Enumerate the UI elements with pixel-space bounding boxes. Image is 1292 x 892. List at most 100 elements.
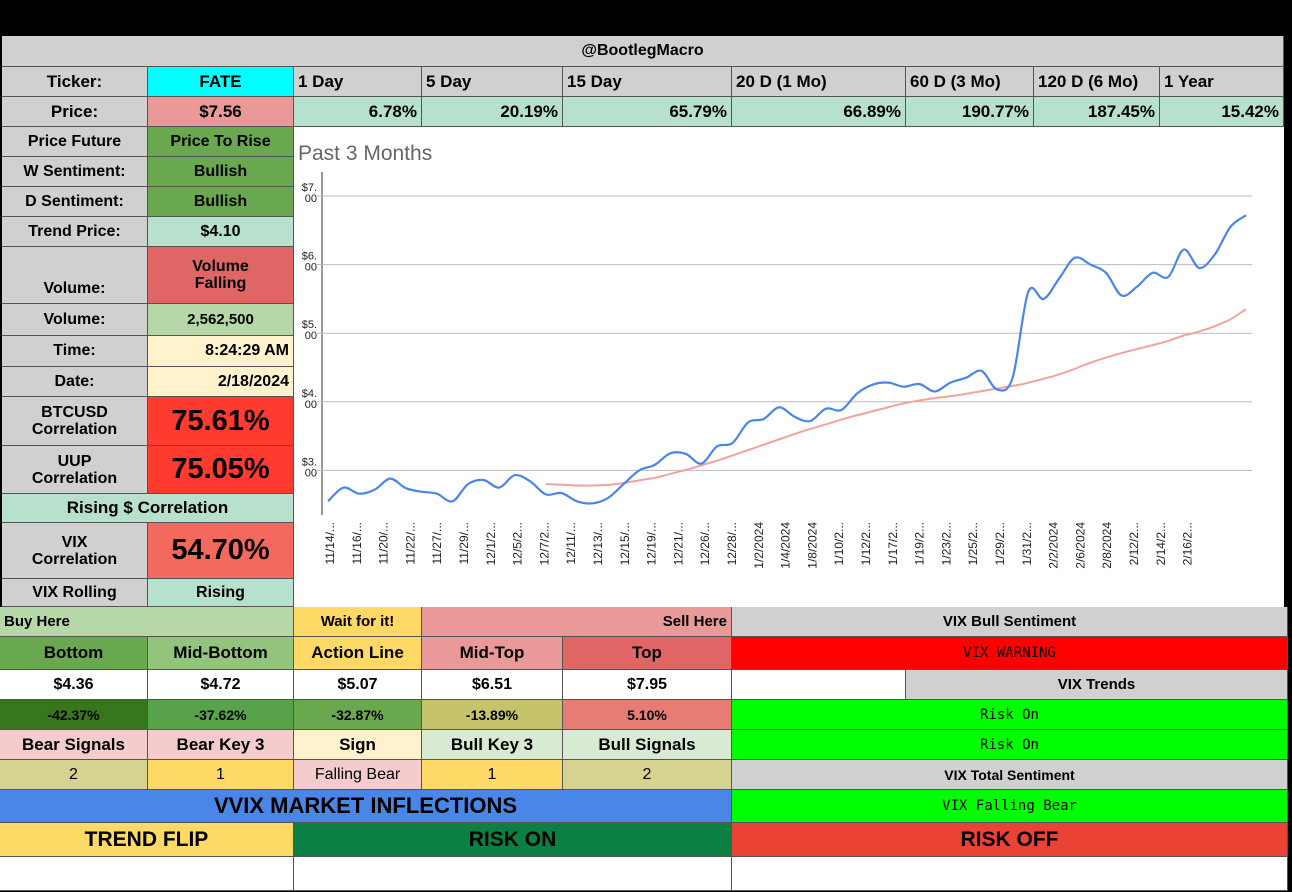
trend-flip: TREND FLIP <box>0 823 294 857</box>
period-20-day: 20 D (1 Mo) <box>732 67 906 97</box>
w-sentiment-label: W Sentiment: <box>2 157 148 187</box>
vix-rolling-label: VIX Rolling <box>2 579 148 607</box>
trend-price-value: $4.10 <box>148 217 294 247</box>
chart-x-tick-label: 11/22/... <box>403 522 417 564</box>
blank-cell-3 <box>732 857 1288 891</box>
period-1-year: 1 Year <box>1160 67 1284 97</box>
chart-x-tick-label: 2/16/2... <box>1181 522 1195 565</box>
vix-bull-sentiment: VIX Bull Sentiment <box>732 607 1288 637</box>
chart-x-tick-label: 2/14/2... <box>1154 522 1168 565</box>
date-label: Date: <box>2 367 148 397</box>
bear-signals-value: 2 <box>0 760 148 790</box>
chart-x-tick-label: 12/28/... <box>725 522 739 565</box>
sell-here-label: Sell Here <box>422 607 732 637</box>
chart-x-tick-label: 11/20/... <box>377 522 391 564</box>
zone-bottom: Bottom <box>0 637 148 670</box>
chart-x-tick-label: 12/26/... <box>698 522 712 565</box>
blank-cell-2 <box>294 857 732 891</box>
action-pct: -32.87% <box>294 700 422 730</box>
chart-y-tick-label: $4. 00 <box>302 388 317 411</box>
mid-top-pct: -13.89% <box>422 700 563 730</box>
chart-x-tick-label: 1/2/2024 <box>752 522 766 569</box>
bull-key-value: 1 <box>422 760 563 790</box>
btc-correlation-label: BTCUSD Correlation <box>2 397 148 446</box>
change-120-day: 187.45% <box>1034 97 1160 127</box>
price-future-value: Price To Rise <box>148 127 294 157</box>
w-sentiment-value: Bullish <box>148 157 294 187</box>
price-value: $7.56 <box>148 97 294 127</box>
btc-correlation-value: 75.61% <box>148 397 294 446</box>
volume-value: 2,562,500 <box>148 304 294 336</box>
change-1-day: 6.78% <box>294 97 422 127</box>
chart-grid <box>317 172 1252 515</box>
top-pct: 5.10% <box>563 700 732 730</box>
vix-trends-blank <box>732 670 906 700</box>
chart-x-tick-label: 11/14/... <box>323 522 337 564</box>
time-label: Time: <box>2 336 148 367</box>
chart-x-tick-label: 12/1/2... <box>484 522 498 565</box>
zone-top: Top <box>563 637 732 670</box>
price-label: Price: <box>2 97 148 127</box>
change-15-day: 65.79% <box>563 97 732 127</box>
chart-x-tick-label: 2/6/2024 <box>1073 522 1087 569</box>
bottom-pct: -42.37% <box>0 700 148 730</box>
chart-x-tick-label: 1/31/2... <box>1020 522 1034 565</box>
ticker-label: Ticker: <box>2 67 148 97</box>
d-sentiment-value: Bullish <box>148 187 294 217</box>
chart-x-tick-label: 2/8/2024 <box>1100 522 1114 569</box>
volume-trend-value-text: Volume Falling <box>192 258 249 292</box>
chart-x-tick-label: 12/19/... <box>645 522 659 565</box>
change-20-day: 66.89% <box>732 97 906 127</box>
sign-value: Falling Bear <box>294 760 422 790</box>
volume-trend-value: Volume Falling <box>148 247 294 304</box>
period-1-day: 1 Day <box>294 67 422 97</box>
mid-top-price: $6.51 <box>422 670 563 700</box>
wait-label: Wait for it! <box>294 607 422 637</box>
chart-x-tick-label: 1/19/2... <box>913 522 927 565</box>
top-price: $7.95 <box>563 670 732 700</box>
price-series-line <box>327 214 1247 505</box>
chart-x-tick-label: 11/16/... <box>350 522 364 564</box>
bear-key-label: Bear Key 3 <box>148 730 294 760</box>
chart-x-tick-label: 11/29/... <box>457 522 471 564</box>
volume-label: Volume: <box>2 304 148 336</box>
change-1-year: 15.42% <box>1160 97 1284 127</box>
d-sentiment-label: D Sentiment: <box>2 187 148 217</box>
vix-correlation-label: VIX Correlation <box>2 523 148 579</box>
chart-x-tick-label: 11/27/... <box>430 522 444 564</box>
volume-trend-label-text: Volume: <box>43 280 106 297</box>
bull-signals-value: 2 <box>563 760 732 790</box>
trend-price-label: Trend Price: <box>2 217 148 247</box>
chart-x-tick-label: 12/5/2... <box>511 522 525 565</box>
change-60-day: 190.77% <box>906 97 1034 127</box>
chart-y-ticks: $7. 00 $6. 00 $5. 00 $4. 00 $3. 00 <box>302 182 317 479</box>
chart-x-tick-label: 12/13/... <box>591 522 605 565</box>
bear-key-value: 1 <box>148 760 294 790</box>
vix-risk-on-1: Risk On <box>732 700 1288 730</box>
trend-series-line <box>545 308 1247 487</box>
price-future-label: Price Future <box>2 127 148 157</box>
price-chart-svg: Past 3 Months $7. 00$6. 00$5. 00$4. 00$3. 00 … <box>298 142 1252 569</box>
chart-x-tick-label: 12/11/... <box>564 522 578 564</box>
mid-bottom-price: $4.72 <box>148 670 294 700</box>
chart-x-tick-label: 2/12/2... <box>1127 522 1141 565</box>
price-chart: Past 3 Months $7. 00 $6. 00 $5. 00 $4. 00 $3. 00 … <box>294 127 1284 607</box>
period-5-day: 5 Day <box>422 67 563 97</box>
chart-x-tick-label: 2/2/2024 <box>1047 522 1061 569</box>
chart-x-tick-label: 1/25/2... <box>966 522 980 565</box>
date-value: 2/18/2024 <box>148 367 294 397</box>
change-5-day: 20.19% <box>422 97 563 127</box>
chart-x-ticks: 11/14/... 11/16/... 11/20/... 11/22/... 11/2… <box>323 522 1195 569</box>
chart-x-tick-label: 12/21/... <box>671 522 685 565</box>
zone-action-line: Action Line <box>294 637 422 670</box>
vix-warning: VIX WARNING <box>732 637 1288 670</box>
zone-mid-top: Mid-Top <box>422 637 563 670</box>
chart-x-tick-label: 1/17/2... <box>886 522 900 565</box>
header-title: @BootlegMacro <box>2 36 1284 67</box>
uup-correlation-label: UUP Correlation <box>2 446 148 494</box>
chart-x-tick-label: 1/8/2024 <box>805 522 819 569</box>
blank-cell-1 <box>0 857 294 891</box>
chart-x-tick-label: 1/12/2... <box>859 522 873 565</box>
vix-risk-on-2: Risk On <box>732 730 1288 760</box>
ticker-value[interactable]: FATE <box>148 67 294 97</box>
